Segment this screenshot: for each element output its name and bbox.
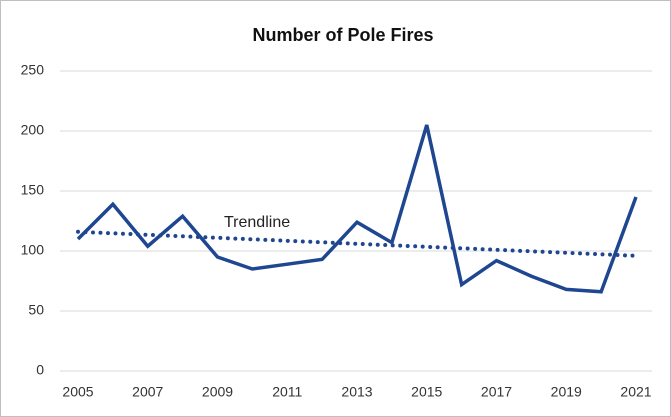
data-line	[76, 124, 638, 294]
y-tick-label: 200	[21, 122, 45, 138]
x-tick-label: 2011	[272, 384, 302, 400]
x-tick-label: 2005	[62, 384, 93, 400]
y-tick-label: 250	[21, 62, 45, 78]
x-tick-label: 2013	[341, 384, 372, 400]
y-tick-label: 100	[21, 242, 45, 258]
x-tick-label: 2007	[132, 384, 163, 400]
trendline	[76, 229, 638, 258]
x-tick-label: 2009	[202, 384, 233, 400]
x-tick-label: 2015	[411, 384, 442, 400]
y-tick-label: 150	[21, 182, 45, 198]
x-tick-label: 2019	[551, 384, 582, 400]
chart-title: Number of Pole Fires	[252, 25, 433, 45]
y-tick-label: 0	[36, 362, 44, 378]
y-tick-label: 50	[28, 302, 44, 318]
trendline-label: Trendline	[224, 214, 290, 231]
x-tick-label: 2017	[481, 384, 512, 400]
x-tick-label: 2021	[620, 384, 651, 400]
